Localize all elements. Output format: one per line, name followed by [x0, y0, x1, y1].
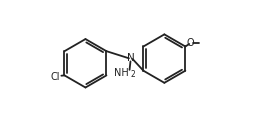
Text: N: N — [127, 53, 135, 63]
Text: 2: 2 — [131, 70, 135, 79]
Text: Cl: Cl — [50, 72, 60, 82]
Text: O: O — [187, 38, 194, 48]
Text: NH: NH — [114, 68, 128, 78]
